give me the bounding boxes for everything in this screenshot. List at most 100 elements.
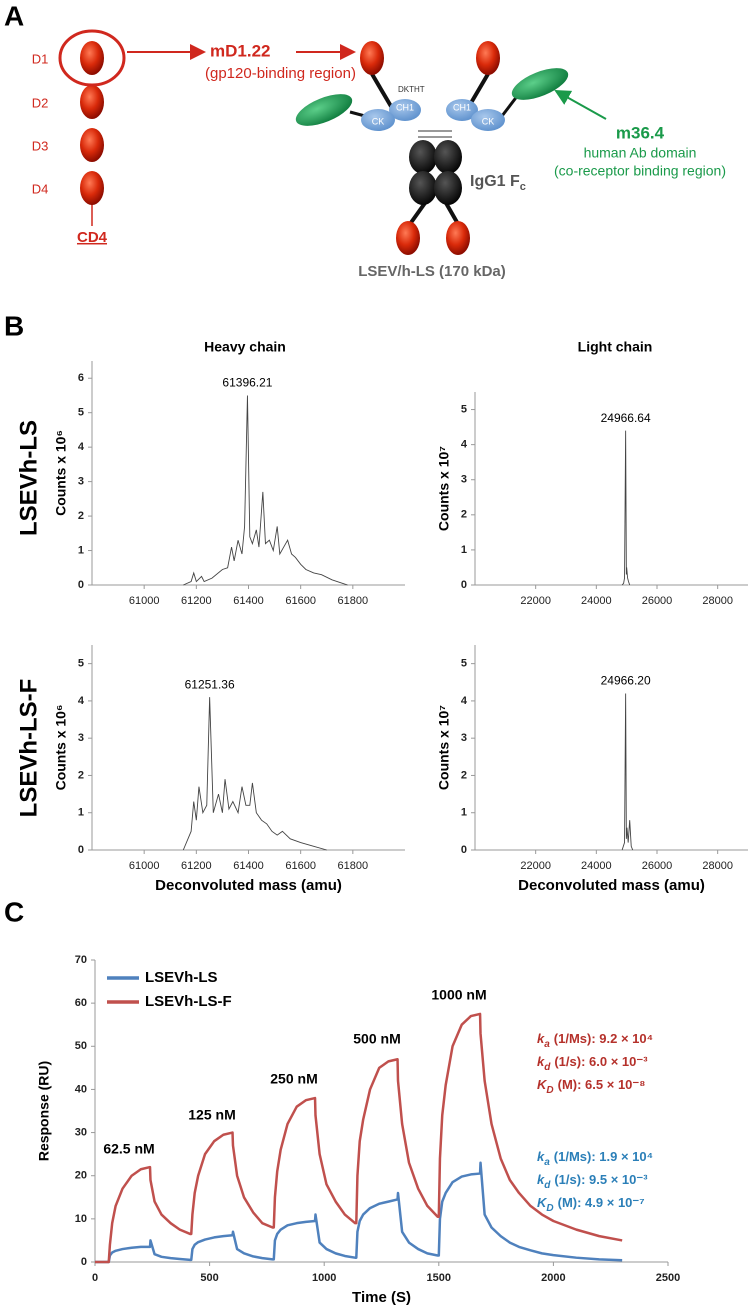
fc-label-text: IgG1 F [470, 173, 520, 190]
x-tick-label: 1500 [427, 1272, 451, 1284]
x-tick-label: 500 [200, 1272, 218, 1284]
y-tick-label: 4 [78, 695, 85, 707]
y-tick-label: 5 [78, 658, 84, 670]
y-tick-label: 1 [461, 807, 467, 819]
x-tick-label: 61000 [129, 595, 160, 607]
kinetic-symbol: k [537, 1031, 545, 1046]
y-axis-title: Counts x 10⁷ [436, 705, 452, 790]
y-tick-label: 30 [75, 1126, 87, 1138]
kinetic-subscript: D [546, 1085, 553, 1096]
domain [80, 171, 104, 205]
series-line [95, 1161, 623, 1264]
kinetic-value: (1/Ms): 9.2 × 10⁴ [554, 1031, 653, 1046]
m36-desc: human Ab domain [584, 145, 697, 161]
domain [476, 41, 500, 75]
y-axis-title: Response (RU) [36, 1061, 52, 1161]
x-tick-label: 0 [92, 1272, 98, 1284]
spectrum-line [183, 395, 348, 586]
spectrum-line [621, 430, 631, 586]
kinetic-constant: KD (M): 6.5 × 10⁻⁸ [537, 1077, 645, 1095]
x-tick-label: 61400 [233, 860, 264, 872]
cd4-label: CD4 [77, 229, 108, 246]
y-tick-label: 20 [75, 1170, 87, 1182]
kinetic-value: (1/s): 6.0 × 10⁻³ [554, 1054, 648, 1069]
domain-label: D2 [32, 95, 49, 110]
fc-label: IgG1 Fc [470, 173, 526, 193]
ck-domain [361, 109, 395, 131]
x-axis-title: Deconvoluted mass (amu) [518, 877, 705, 894]
y-tick-label: 6 [78, 372, 84, 384]
x-tick-label: 1000 [312, 1272, 336, 1284]
ch1-domain [446, 99, 478, 121]
spectrum-line [182, 697, 327, 851]
y-tick-label: 2 [78, 769, 84, 781]
kinetic-constant: KD (M): 4.9 × 10⁻⁷ [537, 1195, 645, 1213]
domain-label: D3 [32, 138, 49, 153]
m36-domain [511, 68, 569, 100]
fc-domain [409, 140, 437, 174]
kinetic-value: (M): 4.9 × 10⁻⁷ [558, 1195, 645, 1210]
m36-domain [295, 94, 353, 126]
m36-desc: (co-receptor binding region) [554, 163, 726, 179]
spectrum-line [621, 693, 634, 851]
kinetic-subscript: d [544, 1062, 551, 1073]
concentration-label: 1000 nM [431, 987, 486, 1003]
cd4-diagram: D1 D2 D3 D4 CD4 mD1.22 (gp120-binding re… [32, 29, 356, 246]
x-axis-title: Time (S) [352, 1289, 411, 1306]
row-label: LSEVh-LS [15, 420, 42, 536]
kinetic-symbol: k [537, 1172, 545, 1187]
kinetic-constant: kd (1/s): 9.5 × 10⁻³ [537, 1172, 648, 1190]
panel-label: C [4, 896, 24, 927]
ck-domain [471, 109, 505, 131]
x-tick-label: 26000 [642, 595, 673, 607]
domain-label: CK [372, 116, 385, 126]
y-tick-label: 4 [78, 441, 85, 453]
kinetic-constant: kd (1/s): 6.0 × 10⁻³ [537, 1054, 648, 1072]
domain [360, 41, 384, 75]
x-tick-label: 61200 [181, 860, 212, 872]
caption: LSEV/h-LS (170 kDa) [358, 263, 506, 280]
kinetic-constant: ka (1/Ms): 1.9 × 10⁴ [537, 1149, 653, 1167]
fc-label-sub: c [520, 181, 526, 193]
concentration-label: 125 nM [188, 1107, 235, 1123]
x-tick-label: 61600 [285, 595, 316, 607]
peak-label: 61251.36 [185, 677, 235, 691]
domain [80, 41, 104, 75]
x-tick-label: 26000 [642, 860, 673, 872]
y-tick-label: 4 [461, 695, 468, 707]
kinetic-subscript: a [544, 1157, 550, 1168]
y-tick-label: 1 [78, 544, 84, 556]
x-tick-label: 22000 [520, 595, 551, 607]
domain-label: CH1 [396, 102, 414, 112]
kinetic-symbol: k [537, 1054, 545, 1069]
series-line [95, 1012, 623, 1264]
y-tick-label: 0 [78, 579, 84, 591]
y-tick-label: 70 [75, 954, 87, 966]
concentration-label: 500 nM [353, 1031, 400, 1047]
domain-label: D4 [32, 181, 49, 196]
domain [396, 221, 420, 255]
y-tick-label: 3 [78, 732, 84, 744]
y-tick-label: 5 [461, 403, 467, 415]
kinetic-value: (1/Ms): 1.9 × 10⁴ [554, 1149, 653, 1164]
legend-label: LSEVh-LS [145, 969, 218, 986]
x-tick-label: 24000 [581, 860, 612, 872]
column-title: Light chain [578, 339, 653, 355]
domain-label: CH1 [453, 102, 471, 112]
row-label: LSEVh-LS-F [15, 679, 42, 818]
y-tick-label: 10 [75, 1213, 87, 1225]
y-tick-label: 2 [461, 769, 467, 781]
x-tick-label: 61000 [129, 860, 160, 872]
antibody-diagram: CH1 CK CH1 CK DKTHT IgG1 Fc m36.4 human … [295, 41, 726, 280]
m36-name: m36.4 [616, 123, 665, 142]
kinetic-constant: ka (1/Ms): 9.2 × 10⁴ [537, 1031, 653, 1049]
md1-name: mD1.22 [210, 41, 270, 60]
peak-label: 24966.64 [601, 411, 651, 425]
kinetic-value: (M): 6.5 × 10⁻⁸ [558, 1077, 646, 1092]
x-tick-label: 28000 [702, 595, 733, 607]
x-tick-label: 2000 [541, 1272, 565, 1284]
x-tick-label: 24000 [581, 595, 612, 607]
kinetic-subscript: d [544, 1180, 551, 1191]
legend-label: LSEVh-LS-F [145, 993, 232, 1010]
